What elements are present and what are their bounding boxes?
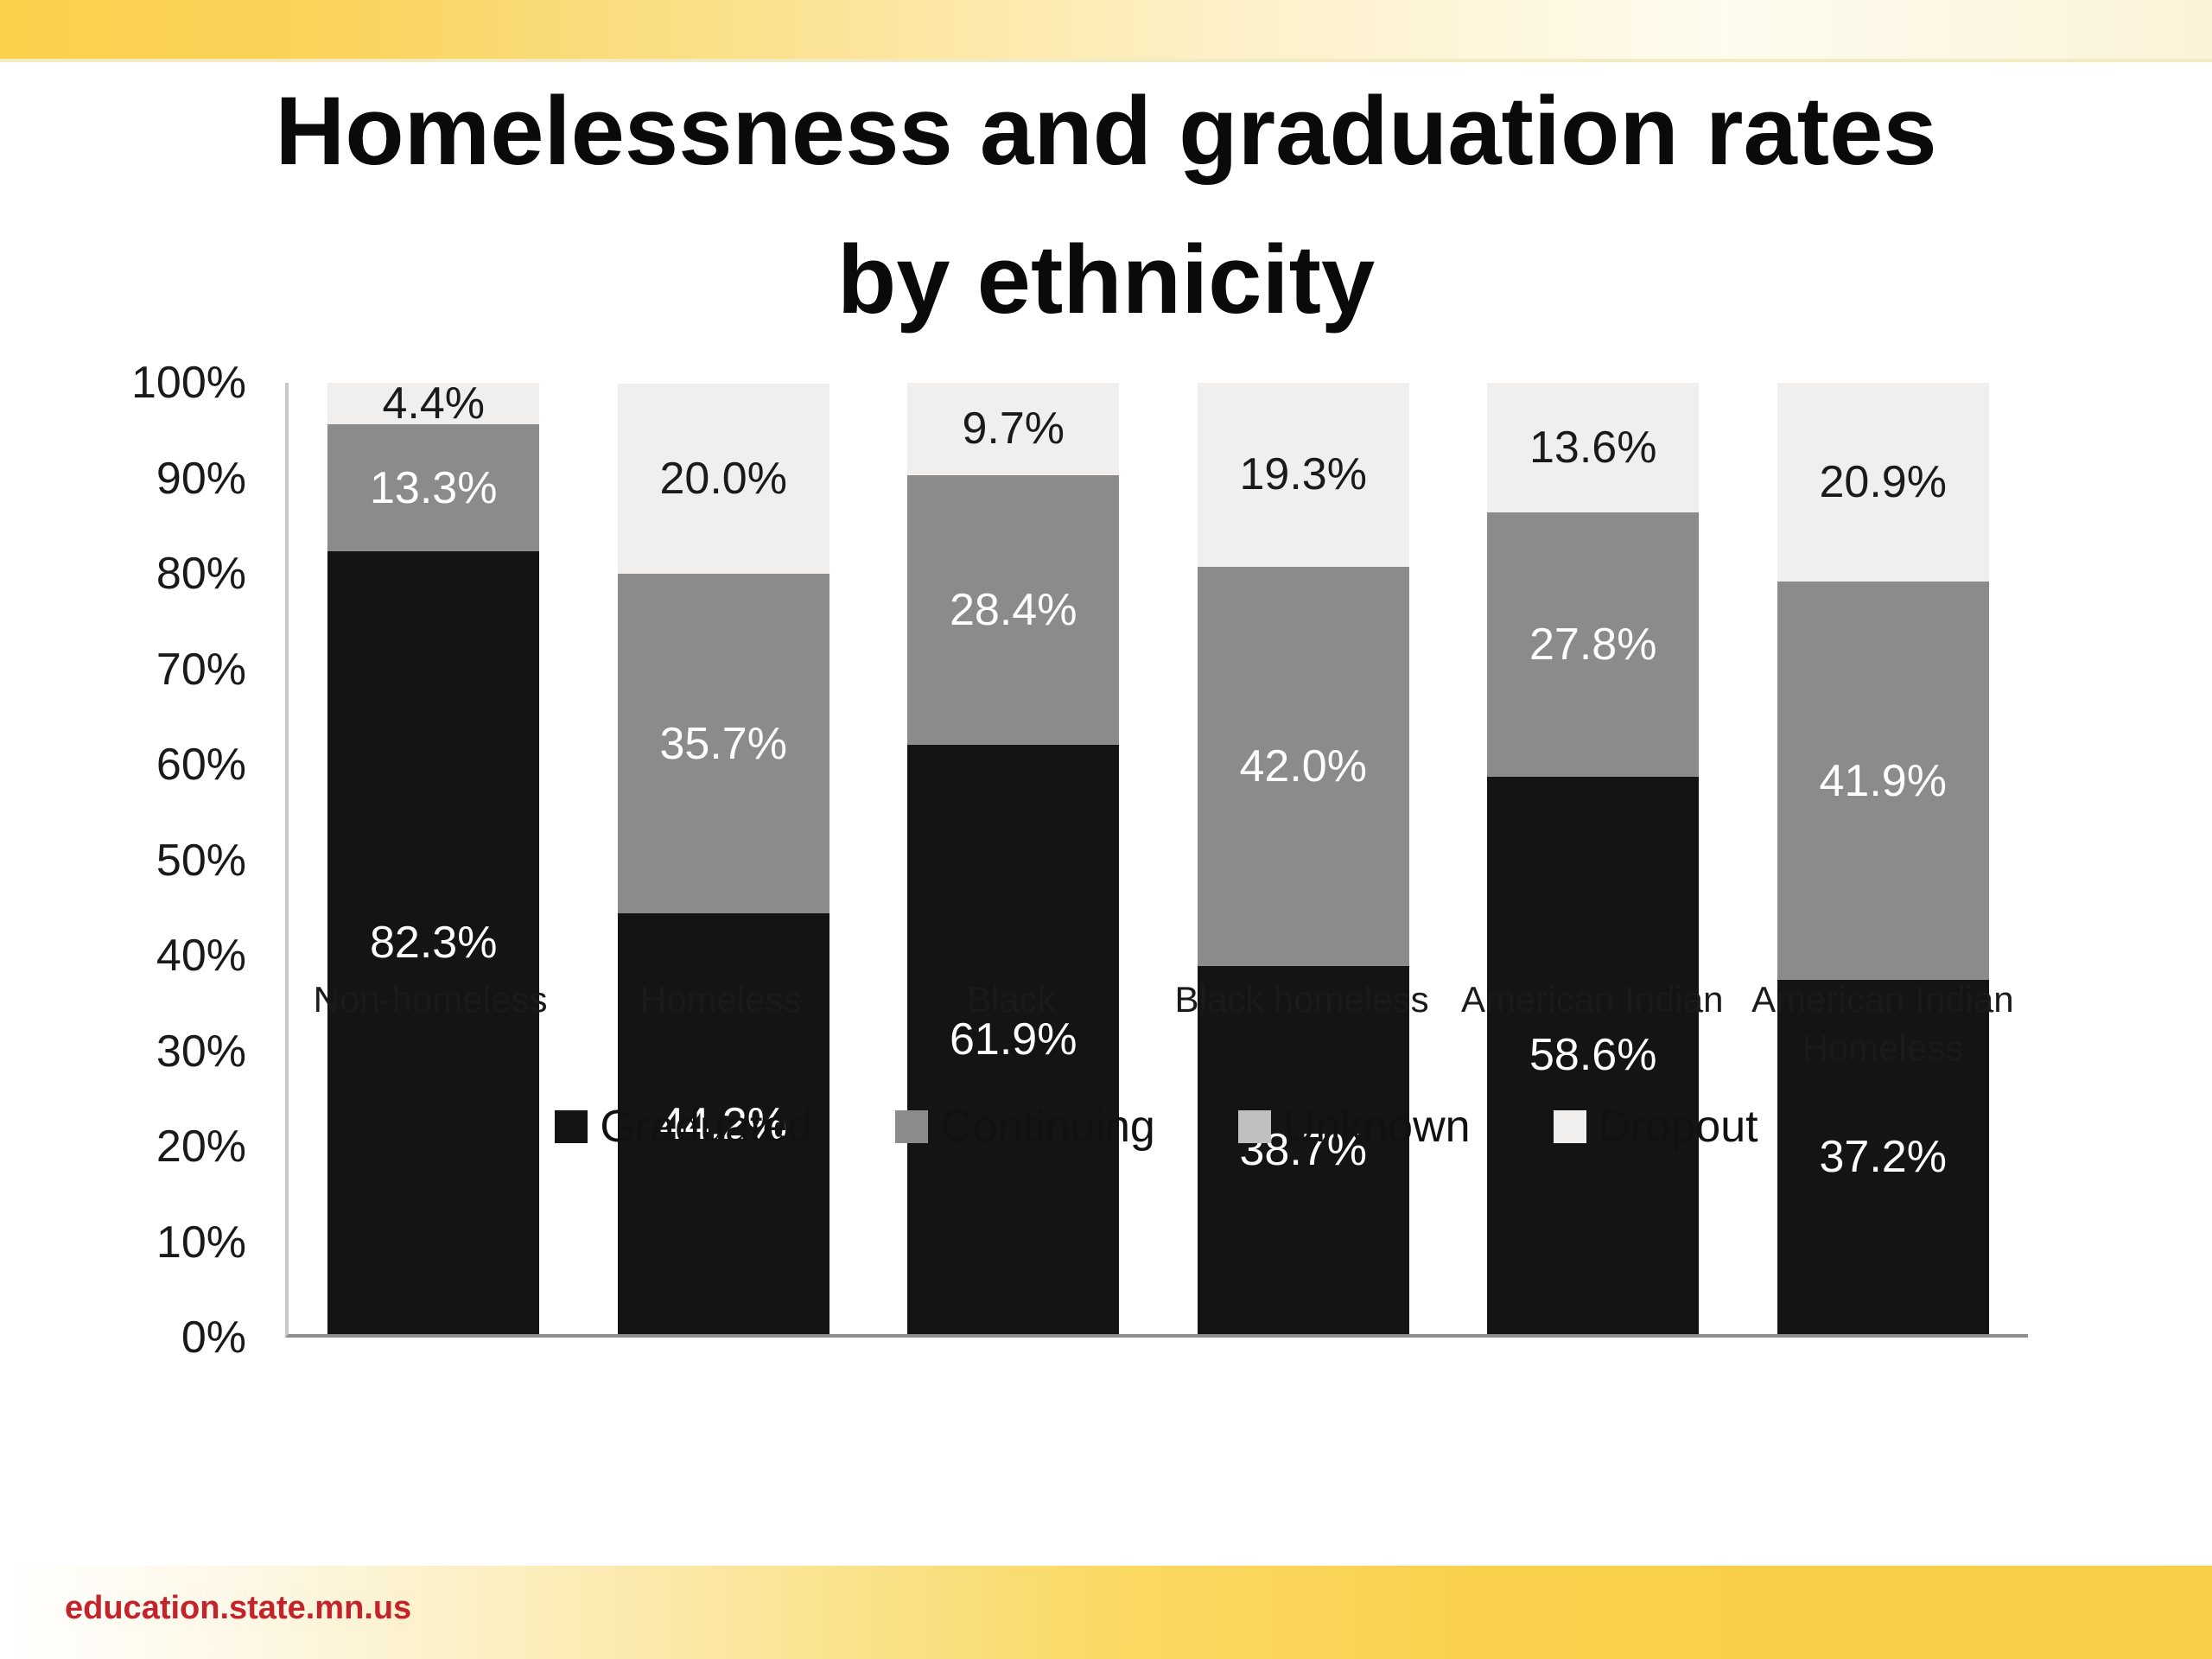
x-label-american-indian-homeless: American Indian Homeless <box>1751 979 2014 1068</box>
slide-title-line1: Homelessness and graduation rates <box>275 77 1937 185</box>
bar-segment-value: 13.6% <box>1529 422 1657 473</box>
footer-url: education.state.mn.us <box>65 1590 412 1626</box>
y-tick-50: 50% <box>156 835 246 886</box>
bar-black: 9.7% 28.4% 61.9% <box>907 383 1120 1334</box>
y-tick-100: 100% <box>131 358 246 408</box>
bar-segment-value: 37.2% <box>1819 1132 1947 1183</box>
bar-segment-value: 44.2% <box>659 1098 787 1149</box>
bar-segment-graduated: 61.9% <box>907 745 1120 1334</box>
bar-segment-dropout: 9.7% <box>907 383 1120 475</box>
top-accent-band <box>0 0 2212 62</box>
bar-segment-dropout: 20.0% <box>617 384 830 575</box>
bar-american-indian: 13.6% 27.8% 58.6% <box>1487 383 1700 1334</box>
bar-segment-value: 27.8% <box>1529 619 1657 670</box>
y-tick-40: 40% <box>156 931 246 981</box>
bar-segment-graduated: 38.7% <box>1197 965 1409 1334</box>
legend-label-dropout: Dropout <box>1598 1102 1758 1152</box>
legend-label-continuing: Continuing <box>940 1102 1155 1152</box>
bar-segment-dropout: 20.9% <box>1777 383 1989 582</box>
legend-swatch-dropout <box>1553 1110 1586 1143</box>
bar-segment-value: 41.9% <box>1819 755 1947 806</box>
legend-item-dropout: Dropout <box>1553 1101 1758 1153</box>
bar-segment-value: 4.4% <box>382 378 486 429</box>
y-tick-20: 20% <box>156 1122 246 1172</box>
bar-segment-value: 20.9% <box>1819 457 1947 508</box>
y-tick-30: 30% <box>156 1026 246 1077</box>
bar-segment-value: 13.3% <box>370 462 498 513</box>
slide-title-line2: by ethnicity <box>836 226 1376 334</box>
legend-item-unknown: Unknown <box>1237 1101 1471 1153</box>
x-label-homeless: Homeless <box>639 979 802 1020</box>
bar-american-indian-homeless: 20.9% 41.9% 37.2% <box>1777 383 1989 1334</box>
legend-swatch-graduated <box>555 1110 588 1143</box>
legend-label-unknown: Unknown <box>1282 1102 1471 1152</box>
bar-segment-dropout: 13.6% <box>1487 383 1700 512</box>
bar-segment-graduated: 82.3% <box>327 550 540 1334</box>
legend-swatch-unknown <box>1237 1110 1271 1143</box>
bar-segment-value: 20.0% <box>659 454 787 505</box>
bars: 4.4% 13.3% 82.3% 20.0% 35.7% 44.2% 9.7% 28.4% 61… <box>289 378 2028 1334</box>
legend-item-graduated: Graduated <box>555 1101 812 1153</box>
y-tick-0: 0% <box>181 1313 246 1363</box>
bar-segment-value: 28.4% <box>950 585 1077 636</box>
bar-segment-value: 42.0% <box>1239 741 1367 791</box>
x-label-black-homeless: Black homeless <box>1174 979 1429 1020</box>
bottom-accent-band <box>0 1566 2212 1659</box>
bar-segment-value: 9.7% <box>962 404 1065 454</box>
x-axis-labels: Non-homeless Homeless Black Black homeless A… <box>285 976 2028 1072</box>
bar-non-homeless: 4.4% 13.3% 82.3% <box>327 378 540 1334</box>
bar-segment-graduated: 37.2% <box>1777 980 1989 1334</box>
bar-segment-continuing: 13.3% <box>327 424 540 551</box>
bar-segment-dropout: 4.4% <box>327 378 540 429</box>
bar-segment-value: 19.3% <box>1239 449 1367 500</box>
legend-label-graduated: Graduated <box>600 1102 813 1152</box>
bar-segment-value: 58.6% <box>1529 1030 1657 1081</box>
y-tick-60: 60% <box>156 740 246 790</box>
bar-segment-graduated: 58.6% <box>1487 776 1700 1334</box>
stacked-bar-chart: 0% 10% 20% 30% 40% 50% 60% 70% 80% 90% 100% 4.4% 13… <box>0 358 2212 1363</box>
x-label-black: Black <box>967 979 1056 1020</box>
chart-legend: Graduated Continuing Unknown Dropout <box>285 1099 2028 1154</box>
bar-segment-value: 61.9% <box>950 1014 1077 1065</box>
bar-segment-continuing: 28.4% <box>907 474 1120 746</box>
x-label-non-homeless: Non-homeless <box>313 979 548 1020</box>
y-tick-90: 90% <box>156 453 246 504</box>
y-tick-10: 10% <box>156 1217 246 1268</box>
bar-black-homeless: 19.3% 42.0% 38.7% <box>1197 383 1409 1334</box>
bar-segment-continuing: 42.0% <box>1197 566 1409 966</box>
y-tick-80: 80% <box>156 549 246 599</box>
legend-item-continuing: Continuing <box>895 1101 1155 1153</box>
plot-area: 4.4% 13.3% 82.3% 20.0% 35.7% 44.2% 9.7% 28.4% 61… <box>285 378 2028 1338</box>
y-tick-70: 70% <box>156 644 246 695</box>
bar-segment-value: 82.3% <box>370 917 498 968</box>
slide-title: Homelessness and graduation rates by eth… <box>0 57 2212 354</box>
bar-homeless: 20.0% 35.7% 44.2% <box>617 383 830 1334</box>
bar-segment-graduated: 44.2% <box>617 913 830 1334</box>
bar-segment-dropout: 19.3% <box>1197 383 1409 567</box>
legend-swatch-continuing <box>895 1110 929 1143</box>
x-label-american-indian: American Indian <box>1460 979 1724 1020</box>
bar-segment-continuing: 27.8% <box>1487 512 1700 777</box>
bar-segment-value: 35.7% <box>659 718 787 769</box>
bar-segment-continuing: 35.7% <box>617 574 830 914</box>
bar-segment-continuing: 41.9% <box>1777 582 1989 981</box>
